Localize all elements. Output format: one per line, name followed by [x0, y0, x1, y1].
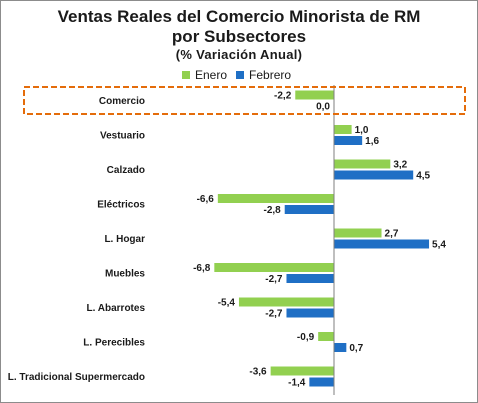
- legend-label-febrero: Febrero: [249, 68, 292, 82]
- legend-swatch-febrero: [236, 71, 245, 79]
- bar-enero-calzado: [334, 159, 391, 169]
- bar-enero-comercio: [295, 90, 334, 100]
- data-label-febrero-l-hogar: 5,4: [432, 240, 446, 251]
- legend-item-febrero: Febrero: [236, 68, 291, 82]
- bar-enero-l-perecibles: [318, 332, 334, 341]
- data-label-febrero-vestuario: 1,6: [365, 136, 379, 147]
- bar-enero-l-tradicional-supermercado: [270, 366, 334, 376]
- chart-legend: Enero Febrero: [182, 68, 300, 82]
- category-label-l-hogar: L. Hogar: [104, 234, 145, 245]
- legend-item-enero: Enero: [182, 68, 227, 82]
- category-label-comercio: Comercio: [99, 96, 145, 107]
- bar-enero-eléctricos: [217, 194, 334, 203]
- bar-febrero-muebles: [286, 274, 334, 283]
- data-label-enero-l-perecibles: -0,9: [297, 332, 315, 343]
- category-label-muebles: Muebles: [105, 269, 145, 280]
- data-label-febrero-calzado: 4,5: [416, 171, 430, 182]
- bar-febrero-eléctricos: [284, 205, 334, 214]
- chart-subtitle: (% Variación Anual): [175, 47, 303, 62]
- data-label-enero-l-abarrotes: -5,4: [218, 298, 236, 309]
- bar-enero-vestuario: [334, 125, 352, 134]
- bar-febrero-vestuario: [334, 136, 363, 145]
- bar-enero-muebles: [214, 263, 334, 272]
- bar-enero-l-hogar: [334, 228, 382, 238]
- bar-febrero-l-hogar: [334, 239, 430, 249]
- category-label-l-perecibles: L. Perecibles: [83, 338, 145, 349]
- data-label-enero-calzado: 3,2: [393, 160, 407, 171]
- bar-febrero-calzado: [334, 170, 414, 180]
- category-label-eléctricos: Eléctricos: [97, 200, 145, 211]
- data-label-febrero-l-perecibles: 0,7: [349, 343, 363, 354]
- chart-title: Ventas Reales del Comercio Minorista de …: [57, 7, 421, 26]
- category-label-calzado: Calzado: [107, 165, 145, 176]
- data-label-febrero-eléctricos: -2,8: [263, 205, 281, 216]
- chart-title-line2: por Subsectores: [171, 27, 307, 46]
- data-label-enero-comercio: -2,2: [274, 91, 292, 102]
- bar-febrero-l-abarrotes: [286, 308, 334, 318]
- data-label-enero-vestuario: 1,0: [355, 125, 369, 136]
- category-label-l-abarrotes: L. Abarrotes: [86, 303, 145, 314]
- data-label-febrero-muebles: -2,7: [265, 274, 283, 285]
- data-label-enero-eléctricos: -6,6: [197, 194, 215, 205]
- category-label-vestuario: Vestuario: [100, 131, 145, 142]
- legend-label-enero: Enero: [195, 68, 228, 82]
- bar-enero-l-abarrotes: [238, 297, 334, 307]
- legend-swatch-enero: [182, 71, 190, 79]
- data-label-enero-l-hogar: 2,7: [385, 229, 399, 240]
- data-label-febrero-comercio: 0,0: [316, 102, 330, 113]
- bar-febrero-l-tradicional-supermercado: [309, 377, 334, 387]
- data-label-febrero-l-tradicional-supermercado: -1,4: [288, 378, 306, 389]
- data-label-febrero-l-abarrotes: -2,7: [265, 309, 283, 320]
- highlight-box: [23, 86, 466, 115]
- data-label-enero-muebles: -6,8: [193, 263, 211, 274]
- bar-febrero-l-perecibles: [334, 343, 347, 352]
- category-label-l-tradicional-supermercado: L. Tradicional Supermercado: [8, 372, 145, 383]
- data-label-enero-l-tradicional-supermercado: -3,6: [249, 367, 267, 378]
